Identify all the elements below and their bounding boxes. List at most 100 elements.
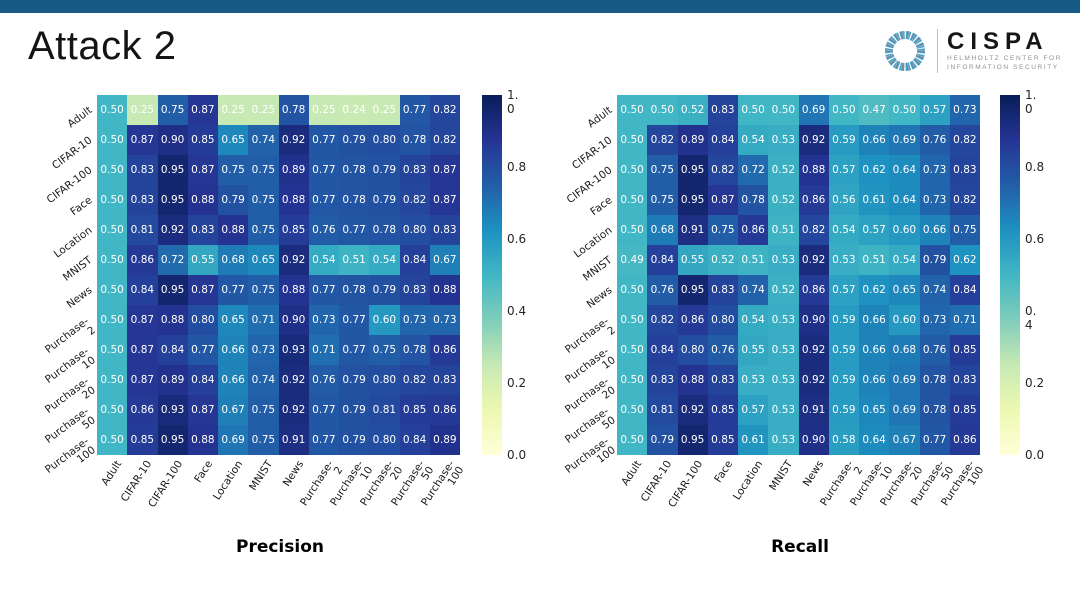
heatmap-cell: 0.50 [97, 425, 128, 455]
heatmap-cell: 0.64 [859, 425, 890, 455]
heatmap-cell: 0.59 [828, 125, 859, 155]
heatmap-cell: 0.54 [889, 245, 920, 275]
heatmap-cell: 0.66 [859, 125, 890, 155]
heatmap-cell: 0.92 [278, 245, 309, 275]
heatmap-cell: 0.53 [768, 395, 799, 425]
heatmap-cell: 0.66 [859, 365, 890, 395]
heatmap-cell: 0.85 [127, 425, 158, 455]
heatmap-cell: 0.53 [768, 245, 799, 275]
heatmap-cell: 0.73 [919, 185, 950, 215]
heatmap-cell: 0.91 [798, 395, 829, 425]
col-label: Adult [99, 458, 125, 488]
colorbar-tick: 0.8 [507, 160, 527, 174]
heatmap-cell: 0.87 [187, 155, 218, 185]
heatmap-cell: 0.50 [97, 215, 128, 245]
heatmap-cell: 0.72 [157, 245, 188, 275]
heatmap-cell: 0.86 [798, 275, 829, 305]
colorbar-tick: 0. 4 [1025, 304, 1037, 332]
heatmap-cell: 0.67 [429, 245, 460, 275]
heatmap-cell: 0.74 [248, 125, 279, 155]
heatmap-cell: 0.50 [97, 305, 128, 335]
heatmap-cell: 0.75 [647, 155, 678, 185]
heatmap-cell: 0.88 [278, 275, 309, 305]
heatmap-cell: 0.95 [677, 185, 708, 215]
heatmap-cell: 0.78 [919, 395, 950, 425]
heatmap-cell: 0.69 [798, 95, 829, 125]
heatmap-cell: 0.83 [647, 365, 678, 395]
heatmap-cell: 0.83 [949, 155, 980, 185]
heatmap-cell: 0.87 [187, 395, 218, 425]
heatmap-cell: 0.75 [647, 185, 678, 215]
heatmap-cell: 0.92 [798, 365, 829, 395]
colorbar-tick: 0.8 [1025, 160, 1045, 174]
heatmap-cell: 0.50 [97, 335, 128, 365]
heatmap-cell: 0.25 [248, 95, 279, 125]
heatmap-cell: 0.50 [738, 95, 769, 125]
heatmap-cell: 0.79 [919, 245, 950, 275]
heatmap-cell: 0.81 [369, 395, 400, 425]
heatmap-cell: 0.83 [707, 95, 738, 125]
colorbar-tick: 1. 0 [1025, 88, 1037, 116]
heatmap-cell: 0.80 [399, 215, 430, 245]
heatmap-cell: 0.82 [647, 125, 678, 155]
heatmap-cell: 0.74 [738, 275, 769, 305]
heatmap-cell: 0.62 [859, 155, 890, 185]
heatmap-cell: 0.77 [339, 335, 370, 365]
heatmap-cell: 0.88 [187, 185, 218, 215]
heatmap-cell: 0.77 [308, 125, 339, 155]
heatmap-cell: 0.84 [157, 335, 188, 365]
heatmap-cell: 0.58 [828, 425, 859, 455]
heatmap-cell: 0.83 [707, 275, 738, 305]
heatmap-cell: 0.55 [677, 245, 708, 275]
logo-text: CISPA HELMHOLTZ CENTER FOR INFORMATION S… [947, 30, 1062, 72]
heatmap-cell: 0.75 [248, 275, 279, 305]
heatmap-cell: 0.86 [127, 395, 158, 425]
heatmap-cell: 0.50 [617, 95, 648, 125]
heatmap-cell: 0.52 [768, 275, 799, 305]
colorbar-tick: 0.6 [507, 232, 527, 246]
heatmap-cell: 0.73 [949, 95, 980, 125]
heatmap-cell: 0.84 [187, 365, 218, 395]
heatmap-cell: 0.47 [859, 95, 890, 125]
heatmap-cell: 0.53 [768, 425, 799, 455]
heatmap-cell: 0.95 [677, 275, 708, 305]
heatmap-cell: 0.68 [889, 335, 920, 365]
heatmap-cell: 0.53 [768, 125, 799, 155]
heatmap-cell: 0.75 [248, 395, 279, 425]
heatmap-cell: 0.78 [339, 155, 370, 185]
heatmap-cell: 0.50 [97, 275, 128, 305]
heatmap-cell: 0.84 [949, 275, 980, 305]
heatmap-cell: 0.74 [919, 275, 950, 305]
heatmap-cell: 0.72 [738, 155, 769, 185]
heatmap-cell: 0.73 [919, 155, 950, 185]
heatmap-cell: 0.57 [919, 95, 950, 125]
heatmap-cell: 0.59 [828, 335, 859, 365]
heatmap-cell: 0.55 [187, 245, 218, 275]
heatmap-cell: 0.83 [127, 155, 158, 185]
heatmap-cell: 0.92 [278, 125, 309, 155]
heatmap-cell: 0.92 [798, 335, 829, 365]
heatmap-cell: 0.87 [127, 125, 158, 155]
heatmap-cell: 0.50 [617, 335, 648, 365]
heatmap-cell: 0.79 [369, 185, 400, 215]
heatmap-cell: 0.93 [278, 335, 309, 365]
heatmap-cell: 0.75 [369, 335, 400, 365]
heatmap-cell: 0.84 [399, 245, 430, 275]
heatmap-cell: 0.95 [677, 425, 708, 455]
heatmap-cell: 0.87 [707, 185, 738, 215]
heatmap-cell: 0.54 [369, 245, 400, 275]
heatmap-cell: 0.83 [399, 275, 430, 305]
heatmap-cell: 0.75 [248, 425, 279, 455]
heatmap-cell: 0.82 [399, 365, 430, 395]
heatmap-cell: 0.51 [768, 215, 799, 245]
heatmap-cell: 0.64 [889, 185, 920, 215]
heatmap-cell: 0.73 [248, 335, 279, 365]
heatmap-cell: 0.83 [707, 365, 738, 395]
heatmap-cell: 0.61 [738, 425, 769, 455]
heatmap-cell: 0.88 [187, 425, 218, 455]
heatmap-cell: 0.77 [308, 185, 339, 215]
heatmap-cell: 0.87 [127, 335, 158, 365]
heatmap-cell: 0.52 [677, 95, 708, 125]
heatmap-cell: 0.88 [278, 185, 309, 215]
heatmap-cell: 0.79 [339, 125, 370, 155]
